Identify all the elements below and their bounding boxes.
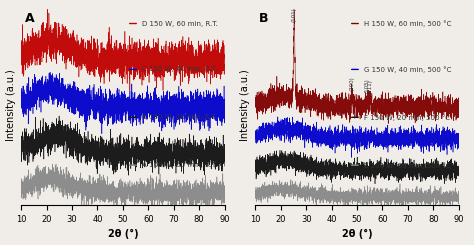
Text: (200): (200) xyxy=(349,76,355,91)
Text: (105): (105) xyxy=(365,78,369,93)
Text: C 150 W, 40 min, R.T.: C 150 W, 40 min, R.T. xyxy=(142,66,218,73)
Text: A: A xyxy=(25,12,35,24)
Text: A 100 W, 60 min, R.T.: A 100 W, 60 min, R.T. xyxy=(142,162,218,168)
Y-axis label: Intensity (a.u.): Intensity (a.u.) xyxy=(240,69,250,141)
Text: (101): (101) xyxy=(292,7,297,22)
X-axis label: 2θ (°): 2θ (°) xyxy=(342,229,372,239)
Text: E 100 W, 60 min, 500 °C: E 100 W, 60 min, 500 °C xyxy=(364,162,451,169)
Y-axis label: Intensity (a.u.): Intensity (a.u.) xyxy=(6,69,16,141)
Text: D 150 W, 60 min, R.T.: D 150 W, 60 min, R.T. xyxy=(142,21,218,26)
Text: B 150 W, 20 min, R.T.: B 150 W, 20 min, R.T. xyxy=(142,114,218,120)
X-axis label: 2θ (°): 2θ (°) xyxy=(108,229,138,239)
Text: B: B xyxy=(259,12,269,24)
Text: F 150 W, 20 min, 500 °C: F 150 W, 20 min, 500 °C xyxy=(364,114,450,121)
Text: G 150 W, 40 min, 500 °C: G 150 W, 40 min, 500 °C xyxy=(364,66,452,73)
Text: (211): (211) xyxy=(367,79,373,94)
Text: H 150 W, 60 min, 500 °C: H 150 W, 60 min, 500 °C xyxy=(364,20,452,27)
